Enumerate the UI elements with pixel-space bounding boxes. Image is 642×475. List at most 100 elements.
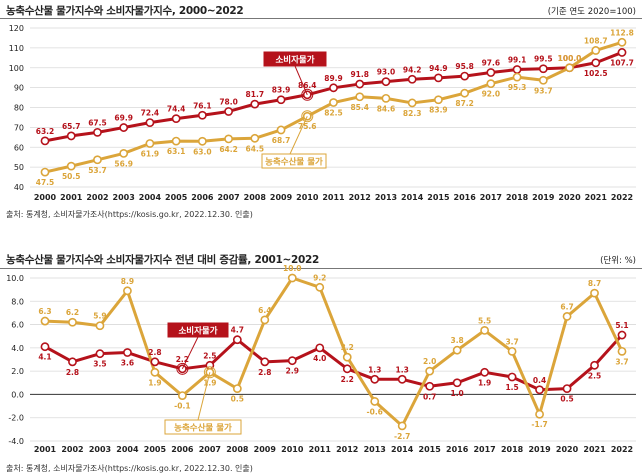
chart1-legend-highlight-agri xyxy=(301,110,314,123)
chart1-data-label-agri: 95.3 xyxy=(508,83,527,92)
chart1-legend-box-agri xyxy=(261,153,327,169)
chart2-x-tick-label: 2017 xyxy=(473,445,495,454)
chart2-data-label-agri: 3.8 xyxy=(450,336,463,345)
chart1-x-tick-label: 2009 xyxy=(270,193,293,202)
chart2-legend-pointer-agri xyxy=(197,372,211,421)
chart2-data-label-cpi: 2.8 xyxy=(258,368,271,377)
chart2-legend-box-cpi xyxy=(167,322,229,338)
chart1-data-label-agri: 100.0 xyxy=(558,54,582,63)
chart2-point-agri xyxy=(397,421,407,431)
chart1-x-tick-label: 2014 xyxy=(401,193,424,202)
chart1-data-label-agri: 50.5 xyxy=(62,172,81,181)
chart2-point-agri xyxy=(617,346,627,356)
chart2-point-cpi xyxy=(590,360,599,370)
chart1-data-label-cpi: 99.1 xyxy=(508,56,527,65)
chart1-data-label-agri: 63.1 xyxy=(167,147,186,156)
chart1-point-agri xyxy=(145,139,155,148)
chart2-data-label-cpi: 0.4 xyxy=(533,376,546,385)
chart2-data-label-cpi: 3.5 xyxy=(93,360,106,369)
chart2-x-tick-label: 2018 xyxy=(501,445,524,454)
chart2-data-label-agri: -2.7 xyxy=(394,432,410,441)
chart1-x-tick-label: 2003 xyxy=(113,193,135,202)
chart1-point-agri xyxy=(119,149,129,158)
chart2-x-tick-label: 2015 xyxy=(419,445,442,454)
chart1-point-cpi xyxy=(250,99,260,109)
chart1-x-tick-label: 2001 xyxy=(60,193,83,202)
chart2-data-label-cpi: 1.5 xyxy=(505,383,518,392)
chart2-point-cpi xyxy=(287,356,297,366)
chart2-data-label-agri: 1.9 xyxy=(148,378,161,387)
chart1-point-agri xyxy=(329,98,338,107)
chart2-data-label-cpi: 2.9 xyxy=(286,367,299,376)
chart2-data-label-agri: 6.7 xyxy=(560,302,573,311)
chart2-point-cpi xyxy=(40,342,50,352)
chart2-data-label-cpi: 4.1 xyxy=(38,353,51,362)
chart2-point-agri xyxy=(40,316,50,326)
chart2-data-label-cpi: 3.6 xyxy=(121,359,134,368)
chart2-y-tick-label: 0.0 xyxy=(11,390,24,399)
chart2-y-tick-label: 4.0 xyxy=(11,344,24,353)
chart1-source: 출처: 통계청, 소비자물가조사(https://kosis.go.kr, 20… xyxy=(6,210,253,219)
chart1-top-divider xyxy=(0,18,642,19)
chart2-data-label-agri: 9.2 xyxy=(313,273,326,282)
chart1-point-agri xyxy=(512,72,522,82)
chart1-plot: 40 50 60 70 80 90 100 110 120 2000 2001 2002 2003 200… xyxy=(9,24,636,202)
chart1-data-label-agri: 47.5 xyxy=(36,178,55,187)
chart2-data-label-cpi: 2.8 xyxy=(148,348,161,357)
chart1-point-cpi xyxy=(381,77,391,87)
chart1-legend-label-agri: 농축수산물 물가 xyxy=(265,157,323,168)
chart1-data-label-cpi: 95.8 xyxy=(455,62,474,71)
chart2-point-cpi xyxy=(562,384,572,394)
chart2-x-tick-label: 2009 xyxy=(254,445,277,454)
chart2-title: 농축수산물 물가지수와 소비자물가지수 전년 대비 증감률, 2001~2022 xyxy=(6,254,320,266)
chart2-data-label-agri: 2.0 xyxy=(423,357,436,366)
chart2-x-tick-label: 2013 xyxy=(364,445,386,454)
chart1-point-cpi xyxy=(434,73,443,83)
chart2-x-tick-label: 2022 xyxy=(611,445,633,454)
chart2-x-tick-label: 2020 xyxy=(556,445,579,454)
chart1-point-agri xyxy=(197,136,207,146)
chart2-data-label-cpi: 2.2 xyxy=(176,355,189,364)
chart1-x-tick-label: 2013 xyxy=(375,193,397,202)
chart1-x-tick-label: 2012 xyxy=(349,193,371,202)
chart1-data-label-agri: 93.7 xyxy=(534,86,553,95)
chart1-y-tick-label: 100 xyxy=(9,64,24,73)
chart1-point-cpi xyxy=(66,131,76,141)
chart2-legend-highlight-agri xyxy=(203,366,216,379)
chart1-data-label-agri: 84.6 xyxy=(377,104,396,113)
chart2-point-cpi xyxy=(232,335,242,345)
chart1-point-agri xyxy=(224,134,233,144)
chart2-x-tick-label: 2011 xyxy=(309,445,332,454)
chart2-point-cpi xyxy=(68,357,77,367)
chart2-data-label-agri: 8.7 xyxy=(588,279,601,288)
chart1-data-label-cpi: 69.9 xyxy=(114,114,133,123)
chart1-x-tick-label: 2015 xyxy=(427,193,450,202)
chart1-data-label-cpi: 76.1 xyxy=(193,101,212,110)
chart1-data-label-cpi: 83.9 xyxy=(272,86,291,95)
chart2-data-label-agri: -0.1 xyxy=(174,402,190,411)
chart2-point-cpi xyxy=(397,374,407,384)
chart1-point-cpi xyxy=(538,64,548,74)
chart1-data-label-agri: 61.9 xyxy=(141,149,160,158)
chart1-point-cpi xyxy=(224,107,233,116)
chart2-y-tick-label: -4.0 xyxy=(8,437,24,446)
chart2-point-agri xyxy=(177,391,187,400)
chart2-point-agri xyxy=(342,352,352,362)
chart2-point-agri xyxy=(452,345,462,355)
chart1-x-tick-label: 2011 xyxy=(322,193,345,202)
chart1-data-label-cpi: 100.0 xyxy=(558,54,582,63)
chart1-data-label-cpi: 72.4 xyxy=(141,109,160,118)
chart1-data-label-agri: 112.8 xyxy=(610,28,634,37)
chart2-x-tick-label: 2012 xyxy=(336,445,358,454)
chart2-point-agri xyxy=(535,409,544,419)
chart2-point-cpi xyxy=(315,343,325,353)
chart1-legend-pointer-agri xyxy=(289,116,308,155)
chart2-data-label-agri: 10.0 xyxy=(283,264,302,273)
chart1-x-tick-label: 2002 xyxy=(86,193,108,202)
chart2-legend-box-agri xyxy=(164,419,242,435)
chart2-data-label-cpi: 0.7 xyxy=(423,392,436,401)
chart1-point-agri xyxy=(565,63,574,73)
chart1-data-label-cpi: 86.4 xyxy=(298,81,317,90)
chart2-unit: (단위: %) xyxy=(600,256,636,266)
chart1-data-label-cpi: 97.6 xyxy=(482,59,501,68)
